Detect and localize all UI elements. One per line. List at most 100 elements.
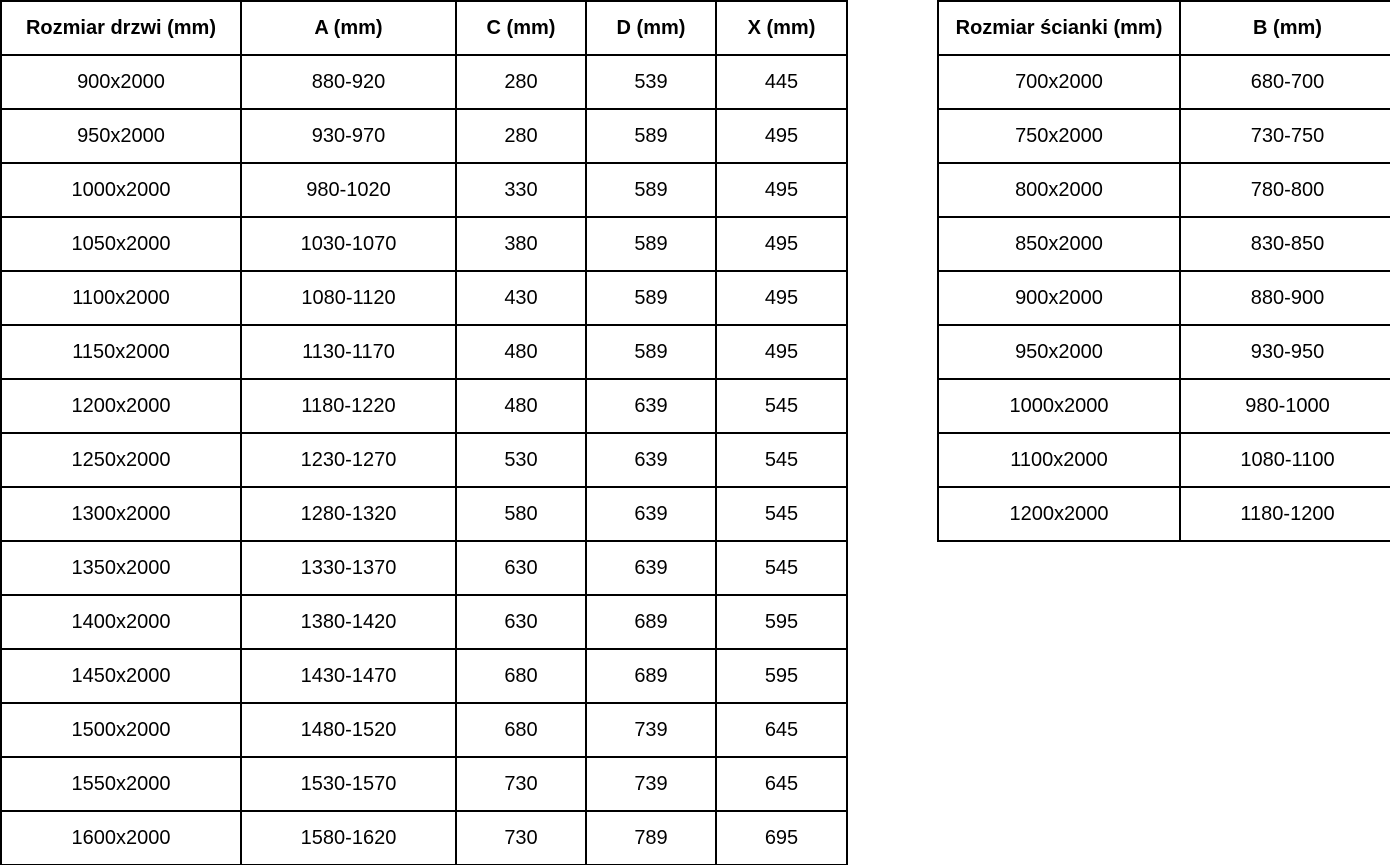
table-cell: 689 [585, 648, 717, 704]
table-cell: 689 [585, 594, 717, 650]
table-row: 1500x2000 1480-1520 680 739 645 [0, 702, 848, 758]
table-row: 1200x2000 1180-1200 [937, 486, 1390, 542]
table-row: 950x2000 930-950 [937, 324, 1390, 380]
table-cell: 680 [455, 702, 587, 758]
table-cell: 700x2000 [937, 54, 1181, 110]
table-cell: 1200x2000 [937, 486, 1181, 542]
door-table-header: Rozmiar drzwi (mm) A (mm) C (mm) D (mm) X (m… [0, 0, 848, 56]
table-cell: 1430-1470 [240, 648, 457, 704]
table-cell: 580 [455, 486, 587, 542]
table-row: 1200x2000 1180-1220 480 639 545 [0, 378, 848, 434]
table-cell: 900x2000 [937, 270, 1181, 326]
table-cell: 1180-1200 [1179, 486, 1390, 542]
table-cell: 739 [585, 756, 717, 812]
table-cell: 1380-1420 [240, 594, 457, 650]
table-cell: 930-950 [1179, 324, 1390, 380]
table-cell: 680-700 [1179, 54, 1390, 110]
table-cell: 630 [455, 540, 587, 596]
table-cell: 1280-1320 [240, 486, 457, 542]
table-cell: 1000x2000 [0, 162, 242, 218]
table-cell: 639 [585, 486, 717, 542]
table-row: 800x2000 780-800 [937, 162, 1390, 218]
table-cell: 589 [585, 216, 717, 272]
column-header: B (mm) [1179, 0, 1390, 56]
table-cell: 480 [455, 324, 587, 380]
table-cell: 1600x2000 [0, 810, 242, 865]
table-row: 1000x2000 980-1020 330 589 495 [0, 162, 848, 218]
table-cell: 495 [715, 162, 848, 218]
table-cell: 880-920 [240, 54, 457, 110]
column-header: A (mm) [240, 0, 457, 56]
header-row: Rozmiar drzwi (mm) A (mm) C (mm) D (mm) X (m… [0, 0, 848, 56]
table-row: 1150x2000 1130-1170 480 589 495 [0, 324, 848, 380]
door-size-table: Rozmiar drzwi (mm) A (mm) C (mm) D (mm) X (m… [0, 0, 848, 865]
table-cell: 739 [585, 702, 717, 758]
table-cell: 1350x2000 [0, 540, 242, 596]
table-cell: 1200x2000 [0, 378, 242, 434]
column-header: Rozmiar drzwi (mm) [0, 0, 242, 56]
table-cell: 950x2000 [0, 108, 242, 164]
table-cell: 630 [455, 594, 587, 650]
table-cell: 800x2000 [937, 162, 1181, 218]
table-cell: 639 [585, 378, 717, 434]
table-row: 1250x2000 1230-1270 530 639 545 [0, 432, 848, 488]
table-row: 1350x2000 1330-1370 630 639 545 [0, 540, 848, 596]
table-cell: 950x2000 [937, 324, 1181, 380]
table-cell: 545 [715, 432, 848, 488]
column-header: D (mm) [585, 0, 717, 56]
table-cell: 280 [455, 108, 587, 164]
table-cell: 900x2000 [0, 54, 242, 110]
table-cell: 480 [455, 378, 587, 434]
table-cell: 1030-1070 [240, 216, 457, 272]
table-cell: 639 [585, 432, 717, 488]
table-row: 1050x2000 1030-1070 380 589 495 [0, 216, 848, 272]
table-row: 1450x2000 1430-1470 680 689 595 [0, 648, 848, 704]
table-cell: 589 [585, 324, 717, 380]
table-cell: 780-800 [1179, 162, 1390, 218]
table-cell: 730 [455, 810, 587, 865]
table-cell: 1180-1220 [240, 378, 457, 434]
table-row: 1400x2000 1380-1420 630 689 595 [0, 594, 848, 650]
table-cell: 589 [585, 162, 717, 218]
table-cell: 1550x2000 [0, 756, 242, 812]
table-cell: 830-850 [1179, 216, 1390, 272]
table-cell: 1080-1100 [1179, 432, 1390, 488]
table-cell: 280 [455, 54, 587, 110]
table-row: 950x2000 930-970 280 589 495 [0, 108, 848, 164]
table-cell: 789 [585, 810, 717, 865]
table-cell: 680 [455, 648, 587, 704]
table-cell: 495 [715, 324, 848, 380]
table-row: 1600x2000 1580-1620 730 789 695 [0, 810, 848, 865]
table-cell: 1530-1570 [240, 756, 457, 812]
table-cell: 1100x2000 [937, 432, 1181, 488]
table-cell: 495 [715, 216, 848, 272]
wall-table-header: Rozmiar ścianki (mm) B (mm) [937, 0, 1390, 56]
table-row: 1100x2000 1080-1100 [937, 432, 1390, 488]
table-cell: 750x2000 [937, 108, 1181, 164]
table-cell: 980-1000 [1179, 378, 1390, 434]
table-cell: 330 [455, 162, 587, 218]
table-cell: 1130-1170 [240, 324, 457, 380]
table-cell: 730 [455, 756, 587, 812]
table-cell: 1400x2000 [0, 594, 242, 650]
table-cell: 1100x2000 [0, 270, 242, 326]
table-cell: 1580-1620 [240, 810, 457, 865]
table-cell: 1230-1270 [240, 432, 457, 488]
table-row: 1000x2000 980-1000 [937, 378, 1390, 434]
table-cell: 595 [715, 648, 848, 704]
table-row: 1100x2000 1080-1120 430 589 495 [0, 270, 848, 326]
table-cell: 495 [715, 108, 848, 164]
table-cell: 980-1020 [240, 162, 457, 218]
table-cell: 1450x2000 [0, 648, 242, 704]
table-cell: 695 [715, 810, 848, 865]
table-cell: 880-900 [1179, 270, 1390, 326]
table-row: 750x2000 730-750 [937, 108, 1390, 164]
table-cell: 380 [455, 216, 587, 272]
table-cell: 1250x2000 [0, 432, 242, 488]
table-cell: 1330-1370 [240, 540, 457, 596]
column-header: Rozmiar ścianki (mm) [937, 0, 1181, 56]
table-cell: 639 [585, 540, 717, 596]
table-cell: 545 [715, 486, 848, 542]
table-row: 700x2000 680-700 [937, 54, 1390, 110]
table-cell: 595 [715, 594, 848, 650]
